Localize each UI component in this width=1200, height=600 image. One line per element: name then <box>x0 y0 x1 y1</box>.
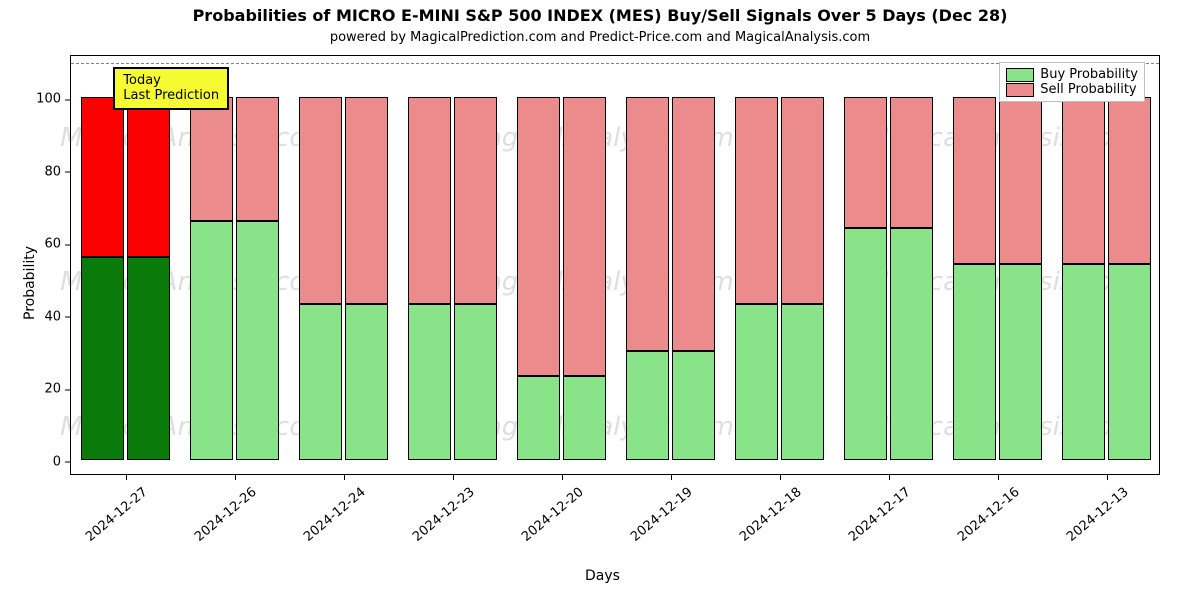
sell-bar <box>127 97 170 256</box>
buy-bar <box>236 221 279 460</box>
sell-bar <box>672 97 715 350</box>
buy-bar <box>563 376 606 459</box>
x-tick-label: 2024-12-20 <box>510 474 587 545</box>
legend-item: Sell Probability <box>1006 82 1138 97</box>
buy-bar <box>781 304 824 460</box>
buy-bar <box>999 264 1042 460</box>
sell-bar <box>190 97 233 220</box>
buy-bar <box>735 304 778 460</box>
sell-bar <box>626 97 669 350</box>
today-annotation: TodayLast Prediction <box>113 67 229 110</box>
chart-subtitle: powered by MagicalPrediction.com and Pre… <box>0 30 1200 45</box>
buy-bar <box>953 264 996 460</box>
legend-item: Buy Probability <box>1006 67 1138 82</box>
y-tick: 60 <box>44 237 71 252</box>
y-tick: 0 <box>53 454 71 469</box>
y-tick: 100 <box>36 92 71 107</box>
buy-bar <box>81 257 124 460</box>
annotation-line2: Last Prediction <box>123 88 219 104</box>
x-tick-label: 2024-12-19 <box>619 474 696 545</box>
x-tick-label: 2024-12-24 <box>292 474 369 545</box>
buy-bar <box>454 304 497 460</box>
buy-bar <box>408 304 451 460</box>
x-tick-label: 2024-12-13 <box>1055 474 1132 545</box>
sell-bar <box>81 97 124 256</box>
buy-bar <box>844 228 887 460</box>
x-tick-label: 2024-12-27 <box>74 474 151 545</box>
buy-bar <box>127 257 170 460</box>
buy-bar <box>1062 264 1105 460</box>
buy-bar <box>672 351 715 460</box>
buy-bar <box>190 221 233 460</box>
buy-bar <box>890 228 933 460</box>
legend-swatch <box>1006 83 1034 97</box>
x-tick-label: 2024-12-23 <box>401 474 478 545</box>
sell-bar <box>1108 97 1151 264</box>
legend-label: Sell Probability <box>1040 82 1136 97</box>
sell-bar <box>844 97 887 227</box>
sell-bar <box>890 97 933 227</box>
y-tick: 80 <box>44 164 71 179</box>
sell-bar <box>408 97 451 303</box>
x-axis-label: Days <box>585 568 620 584</box>
x-tick-label: 2024-12-26 <box>183 474 260 545</box>
x-tick-label: 2024-12-18 <box>728 474 805 545</box>
buy-bar <box>299 304 342 460</box>
sell-bar <box>1062 97 1105 264</box>
gridline <box>71 63 1159 64</box>
x-tick-label: 2024-12-17 <box>837 474 914 545</box>
buy-bar <box>517 376 560 459</box>
x-tick-label: 2024-12-16 <box>946 474 1023 545</box>
sell-bar <box>454 97 497 303</box>
annotation-line1: Today <box>123 73 219 89</box>
y-tick: 40 <box>44 309 71 324</box>
figure: Probabilities of MICRO E-MINI S&P 500 IN… <box>0 0 1200 600</box>
sell-bar <box>953 97 996 264</box>
sell-bar <box>999 97 1042 264</box>
legend-swatch <box>1006 68 1034 82</box>
sell-bar <box>299 97 342 303</box>
sell-bar <box>236 97 279 220</box>
buy-bar <box>1108 264 1151 460</box>
chart-title: Probabilities of MICRO E-MINI S&P 500 IN… <box>0 6 1200 25</box>
y-axis-label: Probability <box>22 246 38 320</box>
sell-bar <box>563 97 606 376</box>
legend: Buy ProbabilitySell Probability <box>999 62 1145 102</box>
y-tick: 20 <box>44 382 71 397</box>
buy-bar <box>626 351 669 460</box>
sell-bar <box>345 97 388 303</box>
buy-bar <box>345 304 388 460</box>
sell-bar <box>735 97 778 303</box>
sell-bar <box>517 97 560 376</box>
plot-area: 020406080100MagicalAnalysis.comMagicalAn… <box>70 55 1160 475</box>
legend-label: Buy Probability <box>1040 67 1138 82</box>
sell-bar <box>781 97 824 303</box>
